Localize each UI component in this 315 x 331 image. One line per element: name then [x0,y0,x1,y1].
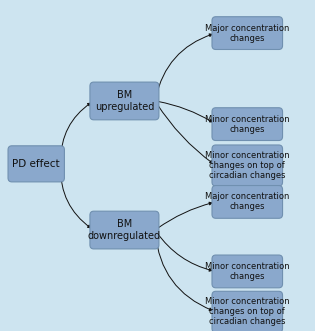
Text: PD effect: PD effect [12,159,60,169]
FancyBboxPatch shape [212,255,283,288]
FancyBboxPatch shape [212,17,283,49]
FancyBboxPatch shape [212,145,283,186]
FancyArrowPatch shape [156,34,212,98]
Text: Minor concentration
changes: Minor concentration changes [205,115,289,134]
FancyArrowPatch shape [157,103,213,163]
Text: BM
downregulated: BM downregulated [88,219,161,241]
FancyBboxPatch shape [90,82,159,120]
Text: Major concentration
changes: Major concentration changes [205,192,289,212]
Text: BM
upregulated: BM upregulated [95,90,154,112]
FancyBboxPatch shape [90,211,159,249]
FancyBboxPatch shape [8,146,64,182]
FancyArrowPatch shape [60,166,90,228]
FancyBboxPatch shape [212,108,283,140]
Text: Major concentration
changes: Major concentration changes [205,24,289,43]
FancyArrowPatch shape [158,101,213,122]
FancyBboxPatch shape [212,291,283,331]
FancyArrowPatch shape [60,103,90,161]
Text: Minor concentration
changes on top of
circadian changes: Minor concentration changes on top of ci… [205,297,289,326]
FancyBboxPatch shape [212,185,283,218]
Text: Minor concentration
changes on top of
circadian changes: Minor concentration changes on top of ci… [205,151,289,180]
FancyArrowPatch shape [155,233,212,310]
Text: Minor concentration
changes: Minor concentration changes [205,262,289,281]
FancyArrowPatch shape [157,232,212,271]
FancyArrowPatch shape [158,202,212,228]
